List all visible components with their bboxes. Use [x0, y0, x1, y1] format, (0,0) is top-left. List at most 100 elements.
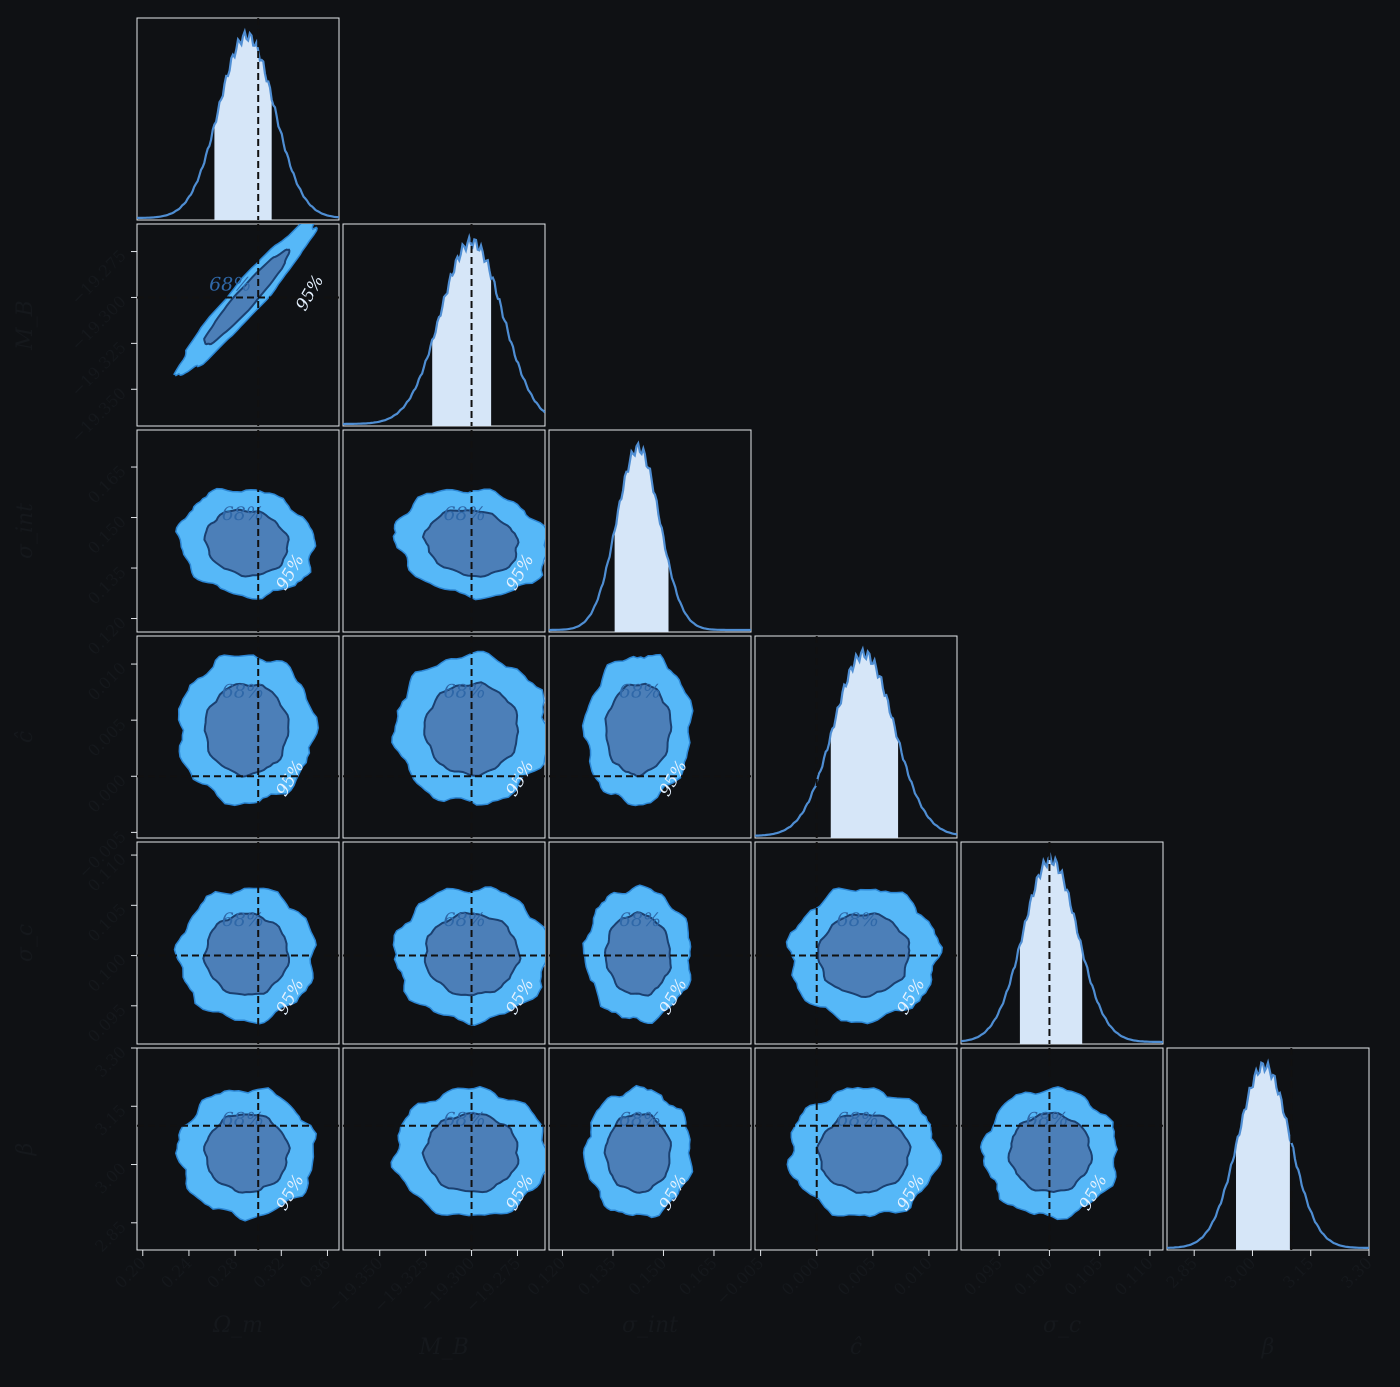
x-tick-label: 0.24	[157, 1253, 196, 1292]
x-tick-label: 0.28	[203, 1253, 242, 1292]
x-axis-label-0: Ω_m	[212, 1313, 263, 1338]
y-tick-label: 3.00	[91, 1159, 130, 1198]
x-tick-label: 0.095	[960, 1253, 1006, 1299]
y-tick-label: 0.120	[84, 613, 130, 659]
y-tick-label: 0.095	[84, 1000, 130, 1046]
panel-2-0: 68%95%	[136, 429, 340, 633]
credible-region-68	[203, 248, 291, 346]
x-tick-label: 0.135	[574, 1253, 620, 1299]
panel-5-1: 68%95%	[342, 1047, 546, 1251]
panel-2-2	[548, 429, 752, 633]
x-tick-label: 0.36	[296, 1253, 335, 1292]
x-axis-label-4: σ_c	[1043, 1313, 1081, 1338]
credible-region-68	[603, 1112, 672, 1194]
credible-band	[830, 649, 899, 838]
credible-band	[432, 237, 492, 426]
x-tick-label: 0.110	[1111, 1253, 1157, 1299]
contour-label-68: 68%	[1026, 1109, 1068, 1131]
marginal-pdf-2	[549, 440, 751, 632]
corner-panels: 68% 95%68%95%68%95%68%95%68%95%68%95%68%9…	[136, 17, 1370, 1251]
x-axis-label-2: σ_int	[622, 1313, 678, 1338]
panel-3-3	[754, 635, 958, 839]
marginal-pdf-5	[1167, 1058, 1369, 1249]
credible-region-68	[203, 682, 290, 778]
marginal-pdf-4	[961, 852, 1163, 1044]
x-tick-label: 0.105	[1061, 1253, 1107, 1299]
contour-label-68: 68%	[443, 909, 485, 931]
y-tick-label: 0.105	[84, 900, 130, 946]
y-tick-label: 0.135	[84, 562, 130, 608]
panel-4-2: 68%95%	[548, 841, 752, 1045]
marginal-pdf-3	[755, 645, 957, 837]
x-tick-label: 0.000	[778, 1253, 824, 1299]
credible-band	[614, 443, 669, 632]
contour-label-68: 68%	[443, 680, 485, 702]
marginal-pdf-1	[343, 232, 545, 426]
contour-label-68: 68%	[443, 503, 485, 525]
y-axis-label-2: σ_int	[13, 503, 38, 559]
panel-2-1: 68%95%	[342, 429, 546, 633]
panel-0-0	[136, 17, 340, 221]
contour-label-68: 68%	[222, 909, 264, 931]
x-axis-label-3: ĉ	[850, 1335, 862, 1360]
panel-4-0: 68%95%	[136, 841, 340, 1045]
x-tick-label: 3.00	[1221, 1253, 1260, 1292]
panel-4-3: 68%95%	[754, 841, 958, 1045]
x-tick-label: 0.150	[624, 1253, 670, 1299]
x-axis-label-5: β	[1261, 1335, 1275, 1360]
panel-3-1: 68%95%	[342, 635, 546, 839]
x-tick-label: 0.100	[1010, 1253, 1056, 1299]
credible-band	[1019, 855, 1083, 1044]
panel-4-1: 68%95%	[342, 841, 546, 1045]
x-tick-label: 3.30	[1337, 1253, 1376, 1292]
x-tick-label: 0.010	[890, 1253, 936, 1299]
credible-region-68	[815, 1112, 912, 1194]
panel-5-4: 68%95%	[960, 1047, 1164, 1251]
panel-5-3: 68%95%	[754, 1047, 958, 1251]
y-tick-label: 2.85	[91, 1217, 130, 1256]
y-axis-label-1: M_B	[13, 300, 38, 351]
credible-region-68	[604, 682, 673, 778]
panel-5-5	[1166, 1047, 1370, 1251]
contour-label-68: 68%	[222, 680, 264, 702]
panel-3-2: 68%95%	[548, 635, 752, 839]
y-tick-label: 3.30	[91, 1042, 130, 1081]
panel-5-0: 68%95%	[136, 1047, 340, 1251]
y-axis-label-5: β	[13, 1143, 38, 1157]
contour-label-68: 68%	[619, 909, 661, 931]
contour-label-68: 68%	[443, 1109, 485, 1131]
x-tick-label: 0.32	[249, 1253, 288, 1292]
contour-label-68: 68%	[619, 1109, 661, 1131]
panel-5-2: 68%95%	[548, 1047, 752, 1251]
y-tick-label: 0.000	[84, 771, 130, 817]
credible-region-68	[817, 912, 911, 999]
credible-band	[1236, 1062, 1290, 1250]
x-tick-label: 3.15	[1279, 1253, 1318, 1292]
x-tick-label: 0.20	[111, 1253, 150, 1292]
y-tick-label: 0.150	[84, 512, 130, 558]
credible-region-68	[203, 1113, 291, 1194]
y-tick-label: 3.15	[91, 1101, 130, 1140]
x-tick-label: −0.005	[712, 1253, 767, 1308]
contour-label-68: 68%	[619, 680, 661, 702]
contour-label-68: 68%	[837, 1109, 879, 1131]
y-tick-label: 0.005	[84, 715, 130, 761]
contour-label-68: 68%	[209, 274, 251, 296]
marginal-pdf-0	[137, 27, 339, 219]
contour-label-68: 68%	[222, 503, 264, 525]
panel-1-0: 68% 95%	[136, 223, 340, 427]
credible-region-68	[421, 1112, 520, 1194]
panel-4-4	[960, 841, 1164, 1045]
y-tick-label: 0.165	[84, 461, 130, 507]
x-axis-label-1: M_B	[418, 1335, 469, 1360]
corner-axis-labels: Ω_m M_B σ_int ĉ σ_c β M_B σ_int ĉ σ_c β	[13, 300, 1274, 1360]
y-axis-label-3: ĉ	[13, 731, 38, 743]
y-tick-label: 0.010	[84, 658, 130, 704]
panel-1-1	[342, 223, 546, 427]
y-tick-label: 0.100	[84, 950, 130, 996]
y-axis-label-4: σ_c	[13, 924, 38, 962]
x-tick-label: 2.85	[1162, 1253, 1201, 1292]
x-tick-label: 0.120	[523, 1253, 569, 1299]
contour-label-68: 68%	[837, 909, 879, 931]
